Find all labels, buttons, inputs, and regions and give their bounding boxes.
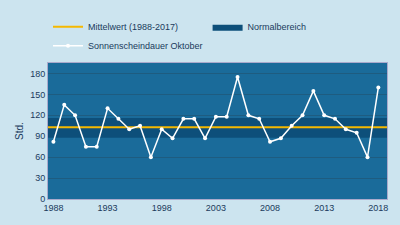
svg-text:2008: 2008	[260, 203, 280, 213]
svg-text:150: 150	[30, 90, 45, 100]
svg-text:60: 60	[35, 152, 45, 162]
svg-text:2013: 2013	[314, 203, 334, 213]
svg-text:Std.: Std.	[14, 122, 25, 140]
svg-text:Sonnenscheindauer Oktober: Sonnenscheindauer Oktober	[88, 41, 203, 51]
svg-text:2018: 2018	[368, 203, 388, 213]
svg-text:90: 90	[35, 131, 45, 141]
svg-text:180: 180	[30, 69, 45, 79]
svg-text:Mittelwert (1988-2017): Mittelwert (1988-2017)	[88, 22, 178, 32]
svg-text:1998: 1998	[152, 203, 172, 213]
svg-text:1988: 1988	[43, 203, 63, 213]
svg-text:120: 120	[30, 110, 45, 120]
svg-text:Normalbereich: Normalbereich	[248, 22, 307, 32]
svg-text:0: 0	[40, 194, 45, 204]
svg-text:1993: 1993	[98, 203, 118, 213]
svg-text:2003: 2003	[206, 203, 226, 213]
svg-text:30: 30	[35, 173, 45, 183]
